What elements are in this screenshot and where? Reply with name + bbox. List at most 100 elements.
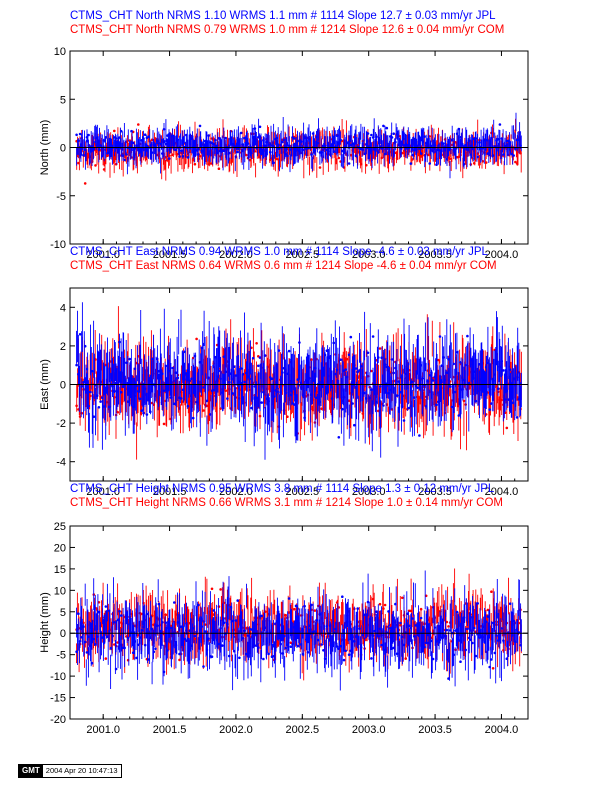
data-point <box>339 358 342 362</box>
data-point <box>353 640 356 643</box>
data-point <box>467 636 471 640</box>
data-point <box>310 358 313 361</box>
data-point <box>354 367 358 370</box>
data-point <box>89 390 92 394</box>
x-tick-label: 2003.5 <box>418 249 452 261</box>
data-point <box>224 136 227 140</box>
data-point <box>514 160 517 164</box>
data-point <box>322 366 325 370</box>
data-point <box>238 380 241 384</box>
data-point <box>495 353 498 356</box>
data-point <box>239 131 243 135</box>
data-point <box>478 141 481 144</box>
data-point <box>313 149 317 152</box>
data-point <box>484 161 488 164</box>
data-point <box>231 392 234 395</box>
data-point <box>195 630 198 634</box>
data-point <box>83 182 87 185</box>
data-point <box>265 397 269 401</box>
data-point <box>299 381 303 385</box>
y-axis-label: Height (mm) <box>39 592 51 653</box>
data-point <box>419 607 423 611</box>
data-point <box>207 134 210 137</box>
y-tick-label: 2 <box>60 341 66 353</box>
data-point <box>317 638 320 642</box>
data-point <box>116 618 120 622</box>
data-point <box>311 379 315 383</box>
data-point <box>286 415 289 419</box>
data-point <box>486 615 490 618</box>
data-point <box>308 624 312 627</box>
data-point <box>291 643 294 646</box>
data-point <box>87 404 90 408</box>
data-point <box>431 149 435 153</box>
data-point <box>383 363 387 366</box>
data-point <box>234 374 238 377</box>
data-point <box>428 374 432 377</box>
data-point <box>150 151 154 154</box>
data-point <box>346 375 349 379</box>
data-point <box>341 407 344 411</box>
data-point <box>442 142 445 145</box>
data-point <box>361 633 365 637</box>
data-point <box>221 391 224 394</box>
data-point <box>229 605 233 609</box>
data-point <box>385 126 389 130</box>
data-point <box>236 368 239 371</box>
data-point <box>399 621 402 625</box>
data-point <box>337 436 341 439</box>
data-point <box>287 597 291 600</box>
data-point <box>99 144 102 147</box>
data-point <box>258 356 262 359</box>
data-point <box>337 141 341 145</box>
data-point <box>361 412 365 415</box>
data-point <box>262 390 265 394</box>
y-tick-label: 5 <box>60 94 66 106</box>
data-point <box>500 398 504 402</box>
data-point <box>397 143 401 147</box>
data-point <box>164 621 168 624</box>
x-tick-label: 2001.5 <box>153 486 187 498</box>
data-point <box>109 646 113 650</box>
data-point <box>330 643 334 647</box>
data-point <box>435 163 438 166</box>
data-point <box>515 162 519 165</box>
data-point <box>471 363 474 366</box>
y-tick-label: -20 <box>50 714 66 726</box>
data-point <box>424 142 428 145</box>
data-point <box>466 627 469 631</box>
x-tick-label: 2001.5 <box>153 249 187 261</box>
data-point <box>239 367 243 370</box>
data-point <box>202 665 205 668</box>
data-point <box>373 385 377 388</box>
data-point <box>287 349 291 353</box>
data-point <box>430 144 433 148</box>
data-point <box>119 614 123 617</box>
data-point <box>438 638 442 641</box>
data-point <box>197 153 200 156</box>
data-point <box>371 136 375 139</box>
data-point <box>263 354 267 357</box>
data-point <box>116 142 120 146</box>
data-point <box>215 638 219 642</box>
y-tick-label: 4 <box>60 302 66 314</box>
data-point <box>267 652 270 656</box>
data-point <box>75 133 78 137</box>
data-point <box>275 620 279 623</box>
data-point <box>353 423 356 427</box>
data-point <box>142 411 145 415</box>
data-point <box>515 628 519 631</box>
data-point <box>186 637 190 641</box>
data-point <box>419 364 423 367</box>
data-point <box>318 612 322 616</box>
data-point <box>483 394 486 398</box>
data-point <box>375 135 378 138</box>
x-tick-label: 2002.0 <box>219 249 253 261</box>
data-point <box>104 657 108 660</box>
data-point <box>227 381 231 384</box>
data-point <box>334 372 337 376</box>
data-point <box>325 625 329 628</box>
data-point <box>161 152 164 155</box>
data-point <box>442 356 445 359</box>
data-point <box>491 667 495 670</box>
